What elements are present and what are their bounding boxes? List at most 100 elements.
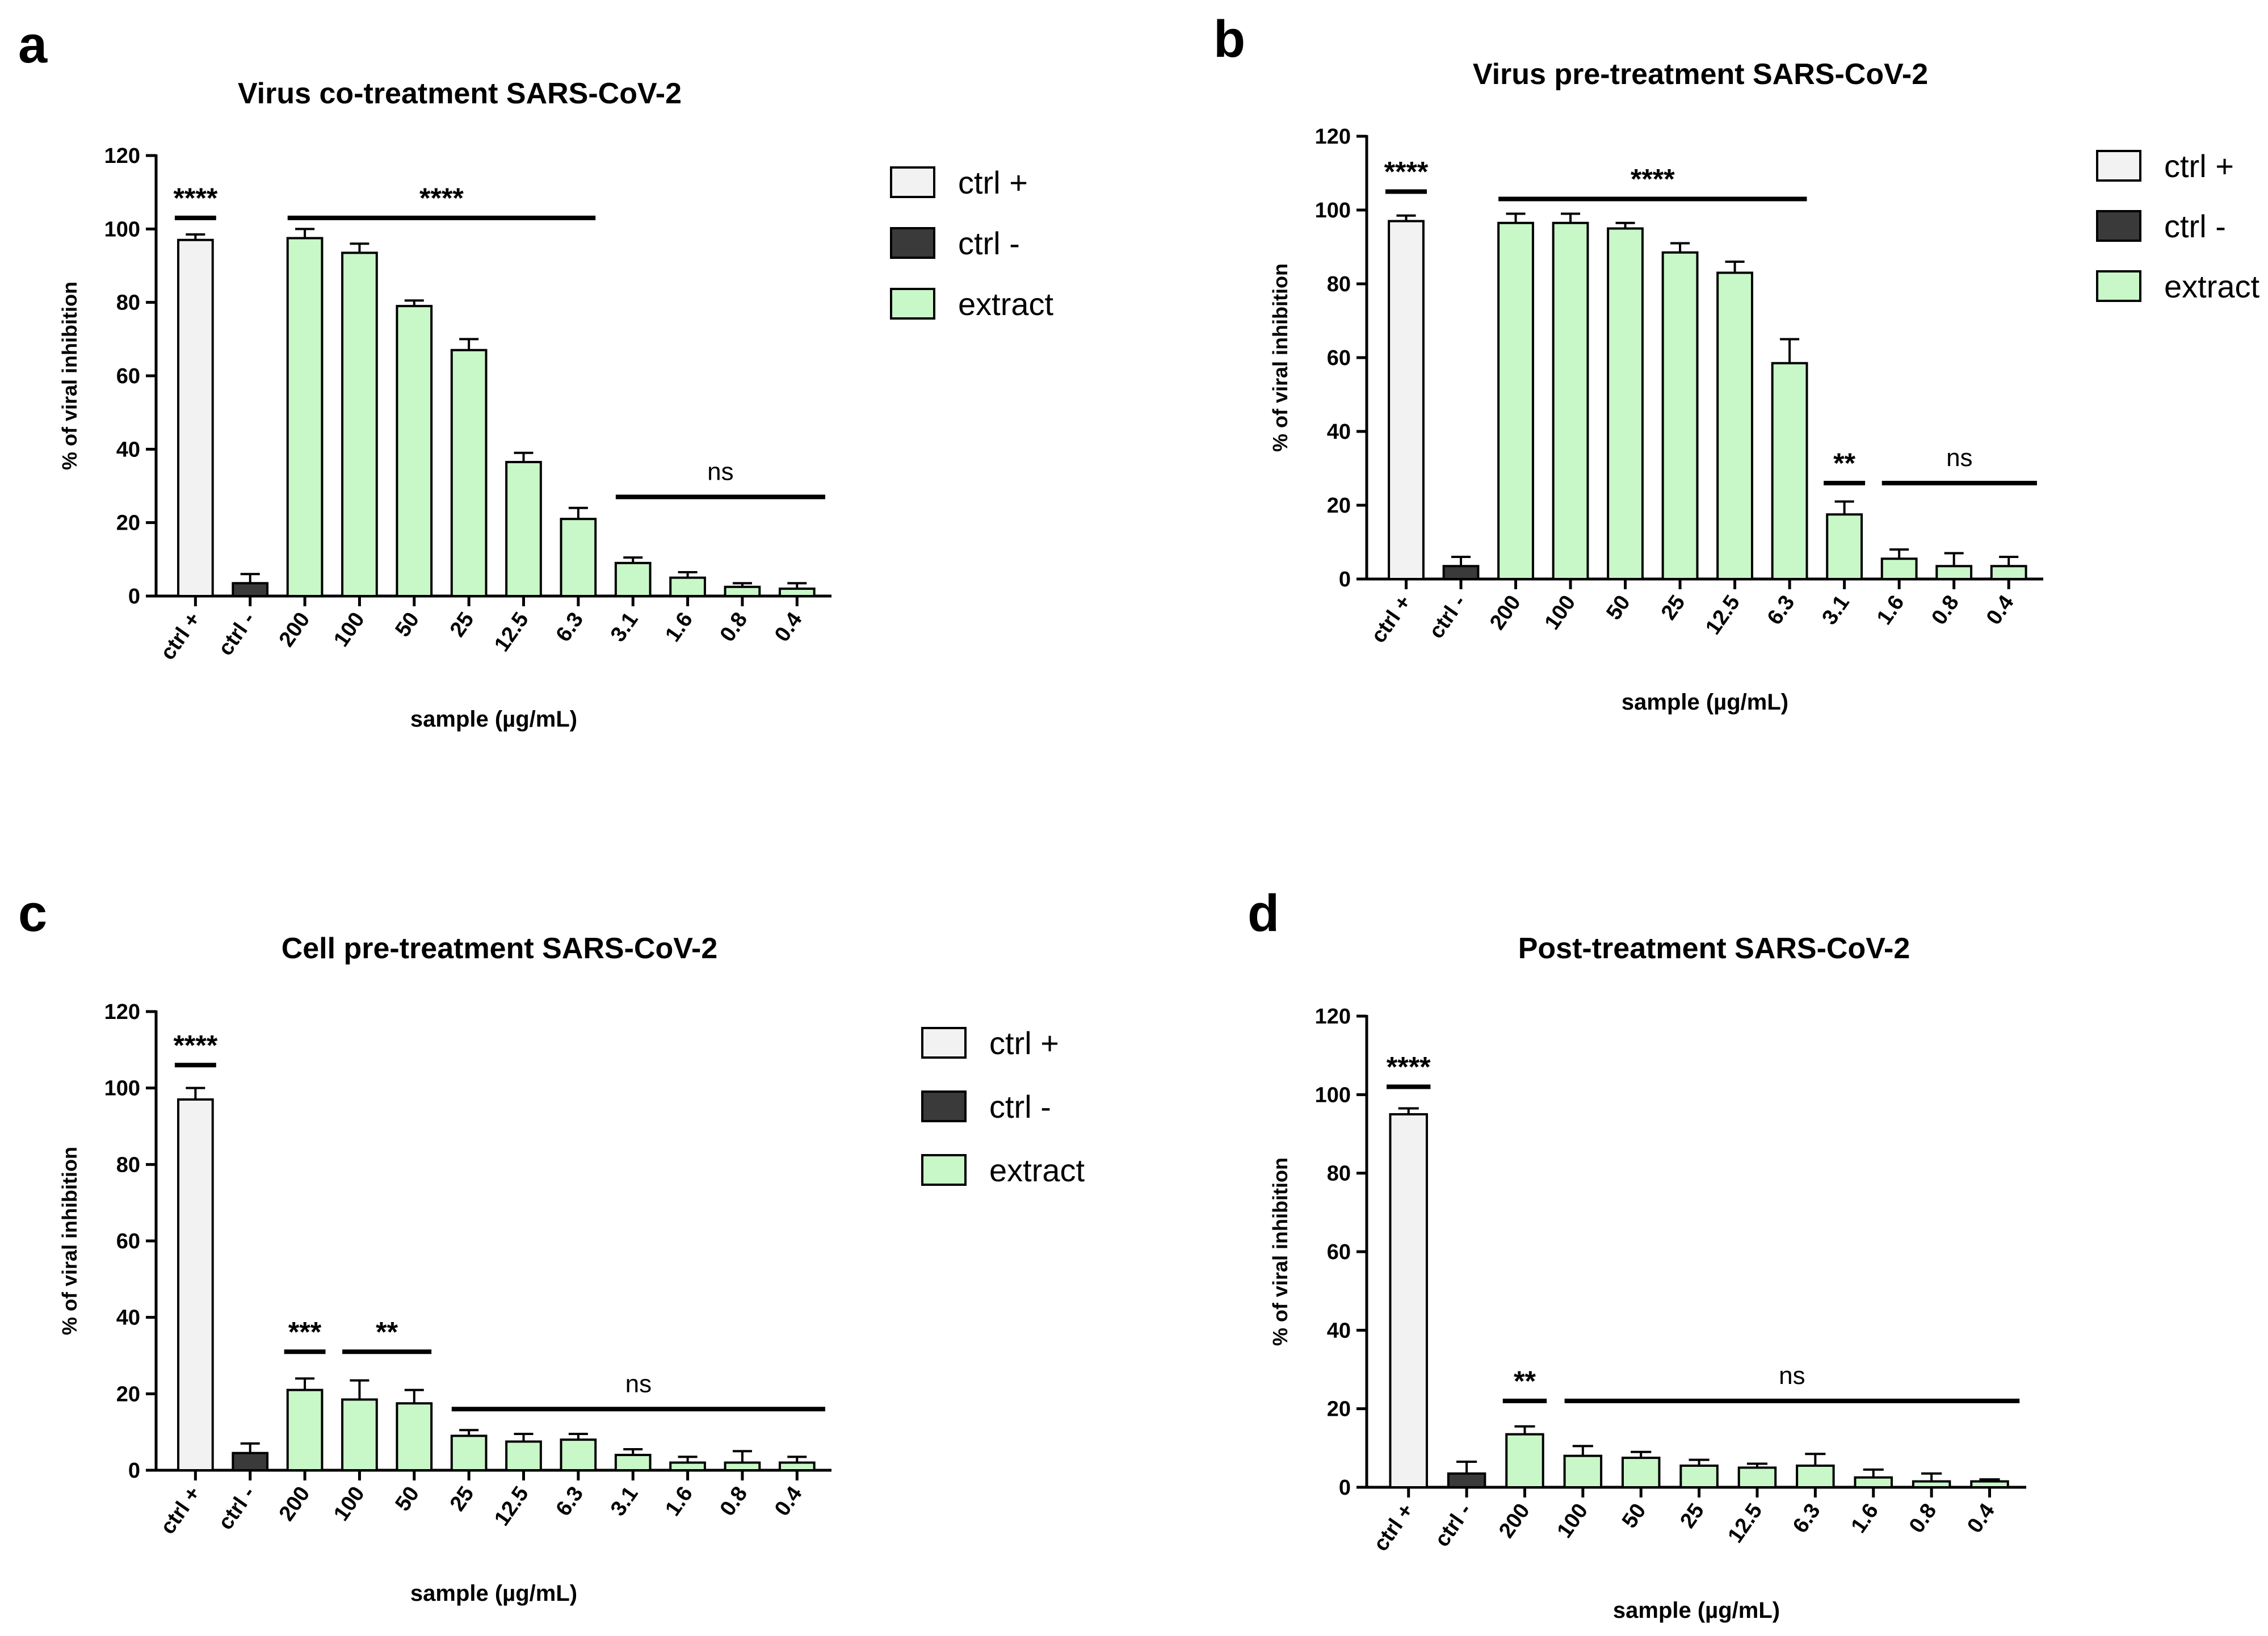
bar <box>232 1452 269 1471</box>
y-tick-label: 120 <box>1315 1005 1351 1029</box>
chart-title: Post-treatment SARS-CoV-2 <box>1518 932 1910 965</box>
bar <box>396 305 433 598</box>
bar <box>1935 565 1973 580</box>
y-tick-label: 60 <box>1327 1240 1351 1264</box>
legend: ctrl + ctrl - extract <box>890 165 1053 322</box>
x-tick-label: 0.8 <box>1905 1499 1942 1537</box>
chart-panel-b: b Virus pre-treatment SARS-CoV-2 % of vira… <box>1213 10 2259 715</box>
x-axis-label: sample (µg/mL) <box>1613 1598 1780 1623</box>
bar <box>1497 221 1534 580</box>
legend-swatch <box>2096 270 2141 302</box>
significance-label: *** <box>288 1316 322 1348</box>
y-tick-label: 120 <box>104 1000 140 1024</box>
bar <box>1737 1466 1777 1489</box>
bar <box>1389 1113 1428 1488</box>
panel-letter: c <box>18 884 47 942</box>
legend-label: ctrl + <box>2164 148 2234 184</box>
chart-title: Virus pre-treatment SARS-CoV-2 <box>1473 58 1928 91</box>
legend-label: extract <box>958 286 1053 322</box>
chart-panel-a: a Virus co-treatment SARS-CoV-2 % of viral… <box>18 16 1053 732</box>
x-tick-label: 100 <box>1552 1499 1593 1542</box>
y-tick-label: 20 <box>1327 1398 1351 1421</box>
bar <box>341 1398 378 1472</box>
chart-title: Virus co-treatment SARS-CoV-2 <box>238 77 682 110</box>
legend-swatch <box>890 166 935 198</box>
y-tick-label: 20 <box>116 511 140 535</box>
x-tick-label: 3.1 <box>606 608 643 646</box>
y-tick-label: 80 <box>1327 272 1351 296</box>
y-tick-label: 100 <box>1315 199 1351 223</box>
x-tick-label: 6.3 <box>552 1482 589 1520</box>
x-tick-label: 50 <box>391 1482 425 1516</box>
x-tick-label: 6.3 <box>552 608 589 646</box>
x-tick-label: 1.6 <box>661 608 698 646</box>
y-tick-label: 0 <box>128 585 140 609</box>
panel-letter: d <box>1248 884 1279 942</box>
bar <box>1607 227 1644 580</box>
legend-label: extract <box>2164 269 2259 304</box>
significance-label: **** <box>1384 156 1429 188</box>
x-tick-label: 25 <box>446 1482 479 1516</box>
x-tick-label: 100 <box>329 1482 369 1525</box>
y-axis-label: % of viral inhibition <box>58 1147 81 1335</box>
bar <box>450 349 488 597</box>
bar <box>1912 1480 1951 1488</box>
bar <box>341 251 378 598</box>
x-tick-label: 25 <box>1675 1499 1709 1533</box>
x-tick-label: 0.8 <box>716 608 753 646</box>
y-axis-label: % of viral inhibition <box>58 282 81 470</box>
bar <box>1990 565 2027 580</box>
bar <box>505 1440 542 1471</box>
bar <box>1826 513 1863 580</box>
legend-swatch <box>2096 210 2141 242</box>
bar <box>778 1461 816 1472</box>
x-tick-label: 50 <box>391 608 425 641</box>
x-tick-label: ctrl - <box>1430 1499 1477 1551</box>
legend: ctrl + ctrl - extract <box>921 1025 1085 1188</box>
y-tick-label: 40 <box>1327 420 1351 444</box>
y-tick-label: 60 <box>116 1230 140 1253</box>
bar <box>1563 1454 1603 1489</box>
y-axis-label: % of viral inhibition <box>1269 1157 1292 1346</box>
y-tick-label: 100 <box>1315 1083 1351 1107</box>
bar <box>1970 1480 2009 1488</box>
x-tick-label: 0.4 <box>770 1482 807 1520</box>
x-tick-label: ctrl + <box>1369 1499 1418 1555</box>
y-tick-label: 20 <box>1327 494 1351 518</box>
y-tick-label: 40 <box>116 1306 140 1330</box>
x-tick-label: 1.6 <box>661 1482 698 1520</box>
bar <box>1716 271 1754 580</box>
x-axis-label: sample (µg/mL) <box>410 707 577 732</box>
significance-label: ns <box>1779 1362 1805 1390</box>
x-tick-label: 12.5 <box>490 608 534 656</box>
legend-swatch <box>921 1027 967 1059</box>
bar <box>177 238 214 597</box>
bar <box>1880 557 1918 580</box>
y-tick-label: 120 <box>1315 125 1351 149</box>
x-tick-label: 100 <box>1540 591 1581 634</box>
x-tick-label: 12.5 <box>490 1482 534 1530</box>
x-tick-label: 25 <box>446 608 479 641</box>
bar <box>505 460 542 598</box>
bar <box>1796 1464 1835 1488</box>
significance-label: ** <box>1514 1365 1536 1397</box>
y-tick-label: 0 <box>128 1459 140 1483</box>
bar <box>177 1098 214 1472</box>
x-tick-label: 3.1 <box>1817 591 1854 629</box>
y-tick-label: 80 <box>116 1153 140 1177</box>
x-tick-label: 0.4 <box>1982 591 2019 629</box>
y-tick-label: 80 <box>116 291 140 315</box>
legend-label: ctrl - <box>2164 208 2226 244</box>
significance-label: ** <box>1833 447 1855 479</box>
y-tick-label: 0 <box>1339 1476 1351 1500</box>
significance-label: **** <box>173 1029 217 1061</box>
x-tick-label: 6.3 <box>1763 591 1800 629</box>
x-tick-label: 6.3 <box>1788 1499 1825 1537</box>
significance-label: ns <box>707 458 733 485</box>
significance-label: ns <box>1946 444 1972 472</box>
significance-label: **** <box>173 182 217 214</box>
bar <box>1621 1457 1661 1488</box>
x-tick-label: 50 <box>1602 591 1635 624</box>
legend-label: ctrl + <box>958 165 1028 200</box>
